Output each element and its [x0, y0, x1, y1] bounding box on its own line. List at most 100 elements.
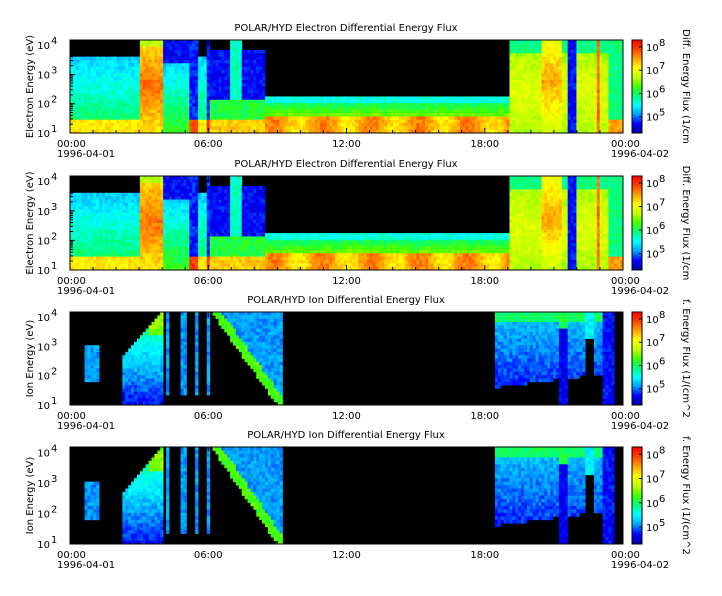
x-tick-label: 06:00 [194, 139, 223, 150]
y-tick-label: 10 [37, 448, 50, 459]
x-date-start: 1996-04-01 [57, 421, 115, 432]
colorbar-tick-label: 10 [646, 385, 659, 396]
colorbar-tick-exponent: 8 [659, 174, 665, 185]
x-tick-label: 06:00 [194, 550, 223, 561]
x-tick-label: 12:00 [332, 139, 361, 150]
x-tick-label: 12:00 [332, 550, 361, 561]
colorbar-tick-exponent: 8 [659, 310, 665, 321]
y-tick-label: 10 [37, 479, 50, 490]
y-axis-label: Ion Energy (eV) [25, 457, 36, 535]
colorbar-label: Diff. Energy Flux (1/cm [680, 29, 691, 144]
colorbar-tick-exponent: 5 [659, 108, 665, 119]
colorbar-tick-label: 10 [646, 450, 659, 461]
colorbar-tick-exponent: 6 [659, 494, 665, 505]
y-tick-exponent: 4 [51, 308, 57, 319]
y-tick-label: 10 [37, 509, 50, 520]
y-tick-exponent: 1 [51, 396, 57, 407]
panel-title: POLAR/HYD Ion Differential Energy Flux [247, 430, 445, 441]
x-tick-label: 18:00 [470, 276, 499, 287]
colorbar-label: f. Energy Flux (1/(cm^2 [680, 299, 691, 418]
colorbar-tick-label: 10 [646, 475, 659, 486]
colorbar-tick-label: 10 [646, 66, 659, 77]
colorbar-tick-exponent: 7 [659, 470, 665, 481]
x-date-end: 1996-04-02 [611, 421, 669, 432]
y-tick-label: 10 [37, 41, 50, 52]
y-tick-label: 10 [37, 236, 50, 247]
y-tick-exponent: 4 [51, 36, 57, 47]
y-axis-label: Electron Energy (eV) [25, 35, 36, 138]
y-axis-label: Electron Energy (eV) [25, 171, 36, 274]
x-tick-label: 06:00 [194, 411, 223, 422]
panel-title: POLAR/HYD Electron Differential Energy F… [234, 23, 457, 34]
x-tick-label: 18:00 [470, 139, 499, 150]
y-tick-exponent: 3 [51, 202, 57, 213]
panel-title: POLAR/HYD Ion Differential Energy Flux [247, 295, 445, 306]
y-tick-exponent: 2 [51, 231, 57, 242]
colorbar-tick-exponent: 6 [659, 84, 665, 95]
y-tick-exponent: 3 [51, 65, 57, 76]
colorbar-tick-exponent: 5 [659, 518, 665, 529]
y-tick-label: 10 [37, 100, 50, 111]
colorbar-tick-exponent: 8 [659, 445, 665, 456]
y-tick-label: 10 [37, 207, 50, 218]
colorbar-tick-label: 10 [646, 338, 659, 349]
colorbar-tick-label: 10 [646, 179, 659, 190]
y-tick-exponent: 2 [51, 95, 57, 106]
colorbar-tick-label: 10 [646, 89, 659, 100]
y-tick-label: 10 [37, 342, 50, 353]
y-tick-exponent: 1 [51, 124, 57, 135]
y-tick-label: 10 [37, 372, 50, 383]
y-tick-exponent: 3 [51, 337, 57, 348]
y-tick-label: 10 [37, 129, 50, 140]
colorbar-tick-label: 10 [646, 203, 659, 214]
y-tick-label: 10 [37, 177, 50, 188]
y-tick-exponent: 4 [51, 443, 57, 454]
colorbar-tick-label: 10 [646, 361, 659, 372]
y-tick-exponent: 2 [51, 504, 57, 515]
colorbar-tick-exponent: 8 [659, 38, 665, 49]
colorbar-tick-label: 10 [646, 315, 659, 326]
spectrogram-panel-4: POLAR/HYD Ion Differential Energy Flux10… [25, 430, 691, 571]
x-tick-label: 12:00 [332, 411, 361, 422]
y-tick-label: 10 [37, 401, 50, 412]
y-tick-label: 10 [37, 313, 50, 324]
y-tick-label: 10 [37, 540, 50, 551]
colorbar-tick-label: 10 [646, 250, 659, 261]
y-tick-label: 10 [37, 266, 50, 277]
spectrogram-panel-3: POLAR/HYD Ion Differential Energy Flux10… [25, 295, 691, 432]
colorbar-label: f. Energy Flux (1/(cm^2 [680, 436, 691, 555]
colorbar-tick-exponent: 7 [659, 333, 665, 344]
y-tick-exponent: 4 [51, 172, 57, 183]
colorbar-tick-label: 10 [646, 499, 659, 510]
spectrogram-panel-1: POLAR/HYD Electron Differential Energy F… [25, 23, 691, 160]
colorbar-tick-label: 10 [646, 43, 659, 54]
x-date-start: 1996-04-01 [57, 149, 115, 160]
y-axis-label: Ion Energy (eV) [25, 320, 36, 398]
spectrogram-panel-2: POLAR/HYD Electron Differential Energy F… [25, 159, 691, 297]
x-tick-label: 12:00 [332, 276, 361, 287]
colorbar-tick-exponent: 6 [659, 221, 665, 232]
colorbar-tick-label: 10 [646, 113, 659, 124]
x-date-end: 1996-04-02 [611, 286, 669, 297]
colorbar-tick-label: 10 [646, 226, 659, 237]
x-date-end: 1996-04-02 [611, 560, 669, 571]
x-date-start: 1996-04-01 [57, 286, 115, 297]
x-tick-label: 18:00 [470, 550, 499, 561]
y-tick-exponent: 1 [51, 535, 57, 546]
x-date-start: 1996-04-01 [57, 560, 115, 571]
y-tick-exponent: 1 [51, 261, 57, 272]
colorbar-tick-exponent: 5 [659, 380, 665, 391]
y-tick-exponent: 2 [51, 367, 57, 378]
panel-title: POLAR/HYD Electron Differential Energy F… [234, 159, 457, 170]
colorbar-tick-exponent: 6 [659, 356, 665, 367]
colorbar-label: Diff. Energy Flux (1/cm [680, 166, 691, 281]
colorbar-tick-exponent: 7 [659, 61, 665, 72]
x-date-end: 1996-04-02 [611, 149, 669, 160]
y-tick-label: 10 [37, 70, 50, 81]
y-tick-exponent: 3 [51, 474, 57, 485]
